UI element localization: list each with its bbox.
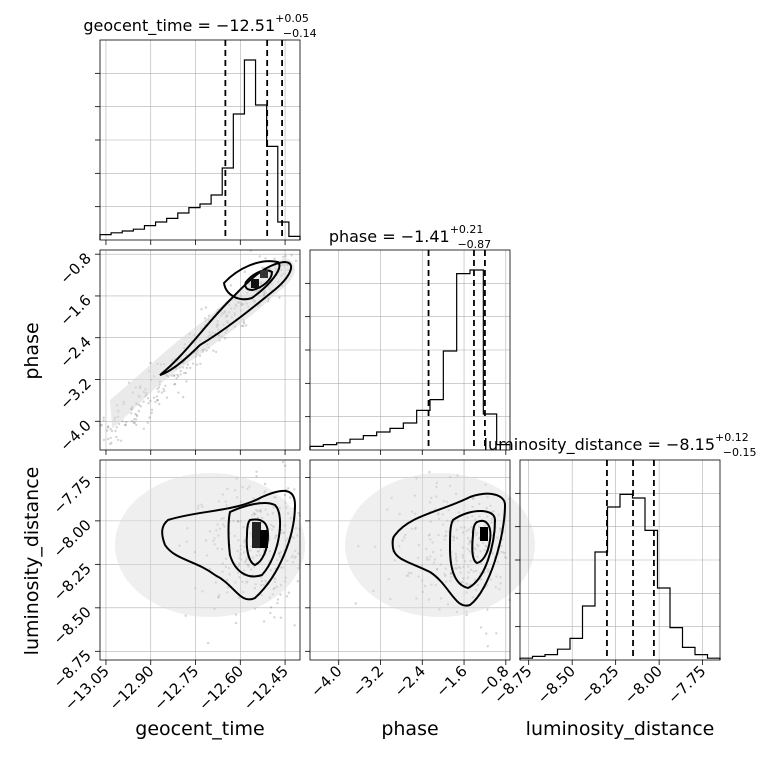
- panel-phase-phase: [305, 249, 511, 455]
- title-geocent-time: geocent_time = −12.51+0.05 −0.14: [83, 12, 316, 40]
- frame: [99, 249, 301, 451]
- panel-geocent_time-phase: −4.0−3.2 −2.4 −1.6 −0.8: [56, 249, 301, 455]
- ylabel-luminosity-distance: luminosity_distance: [21, 467, 43, 656]
- xtick-label-luminosity_distance-1: −8.50: [534, 662, 579, 707]
- xtick-label-phase-1: −3.2: [349, 662, 387, 700]
- xtick-label-geocent_time-4: −12.45: [240, 662, 292, 714]
- ytick-label-luminosity_distance-2: −8.25: [50, 559, 95, 604]
- xtick-label-luminosity_distance-2: −8.25: [577, 662, 622, 707]
- xtick-label-luminosity_distance-3: −8.00: [621, 662, 666, 707]
- frame: [309, 249, 511, 451]
- density-phase-vs-geocent-time: [110, 258, 295, 428]
- frame: [99, 39, 301, 241]
- ytick-label-phase-2: −2.4: [56, 333, 94, 371]
- ytick-label-phase-3: −1.6: [56, 291, 94, 329]
- panel-luminosity_distance-luminosity_distance: −8.75−8.50−8.25−8.00−7.75: [490, 459, 721, 707]
- density-luminosity-distance-vs-geocent-time: [115, 473, 305, 617]
- ytick-label-phase-1: −3.2: [56, 375, 94, 413]
- histogram-phase: [309, 269, 511, 450]
- ytick-label-luminosity_distance-1: −8.50: [50, 603, 95, 648]
- ytick-label-phase-4: −0.8: [56, 249, 94, 287]
- ytick-label-luminosity_distance-4: −7.75: [50, 472, 95, 517]
- title-phase: phase = −1.41+0.21 −0.87: [329, 223, 491, 251]
- xtick-label-phase-3: −1.6: [432, 662, 470, 700]
- xtick-label-geocent_time-3: −12.60: [195, 662, 247, 714]
- xlabel-geocent-time: geocent_time: [135, 718, 264, 740]
- ylabel-phase: phase: [21, 322, 43, 379]
- density-luminosity-distance-vs-phase: [345, 473, 535, 617]
- frame: [309, 459, 511, 661]
- xtick-label-geocent_time-1: −12.90: [106, 662, 158, 714]
- frame: [519, 459, 721, 661]
- xlabel-luminosity-distance: luminosity_distance: [526, 718, 715, 740]
- xtick-label-luminosity_distance-4: −7.75: [664, 662, 709, 707]
- panel-geocent_time-luminosity_distance: −13.05−12.90−12.75−12.60−12.45−8.75−8.50…: [50, 459, 305, 714]
- ytick-label-phase-0: −4.0: [56, 416, 94, 454]
- panel-phase-luminosity_distance: −4.0 −3.2 −2.4 −1.6 −0.8: [305, 459, 535, 701]
- title-luminosity-distance: luminosity_distance = −8.15+0.12 −0.15: [484, 431, 757, 459]
- histogram-luminosity_distance: [519, 493, 721, 660]
- panel-geocent_time-geocent_time: [95, 39, 301, 245]
- histogram-geocent_time: [99, 59, 301, 240]
- xtick-label-phase-0: −4.0: [307, 662, 345, 700]
- frame: [99, 459, 301, 661]
- xtick-label-geocent_time-2: −12.75: [150, 662, 202, 714]
- xtick-label-phase-2: −2.4: [391, 662, 429, 700]
- xlabel-phase: phase: [381, 718, 438, 740]
- ytick-label-luminosity_distance-3: −8.00: [50, 516, 95, 561]
